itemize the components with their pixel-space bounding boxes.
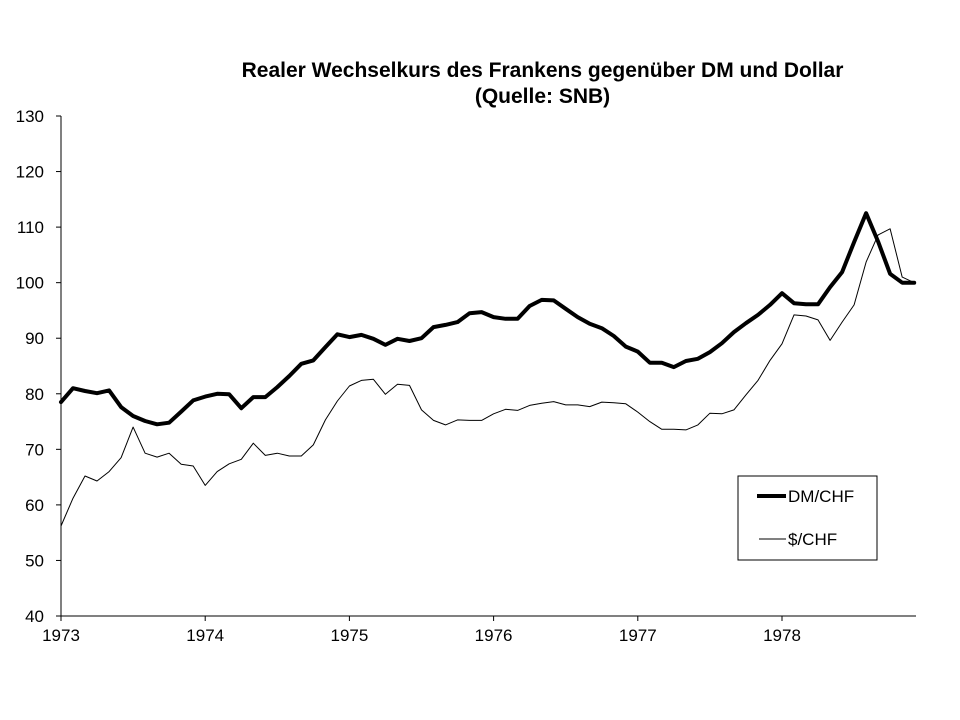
chart-title-line1: Realer Wechselkurs des Frankens gegenübe…: [241, 59, 844, 82]
legend-label-dm-chf: DM/CHF: [788, 487, 854, 506]
y-tick-label: 50: [25, 551, 44, 570]
legend-label-usd-chf: $/CHF: [788, 530, 837, 549]
y-tick-label: 110: [17, 218, 44, 237]
x-tick-label: 1975: [330, 626, 368, 645]
x-tick-label: 1978: [763, 626, 801, 645]
x-tick-label: 1976: [475, 626, 513, 645]
x-tick-label: 1974: [186, 626, 224, 645]
chart-title: Realer Wechselkurs des Frankens gegenübe…: [0, 58, 960, 110]
series-layer: [59, 211, 917, 527]
y-tick-label: 120: [16, 163, 44, 182]
y-tick-label: 60: [25, 496, 44, 515]
series-line-dmchf: [59, 211, 917, 427]
y-tick-label: 80: [25, 385, 44, 404]
y-tick-label: 130: [16, 107, 44, 126]
y-tick-label: 40: [25, 607, 44, 626]
y-axis: 40 50 60 70 80 90 100 110 120 130: [16, 107, 62, 626]
x-tick-label: 1977: [619, 626, 657, 645]
chart-subtitle: (Quelle: SNB): [474, 85, 611, 108]
y-tick-label: 70: [25, 440, 44, 459]
series-line-chf: [60, 228, 915, 527]
y-tick-label: 100: [16, 274, 44, 293]
y-tick-label: 90: [25, 329, 44, 348]
x-axis: 1973 1974 1975 1976 1977 1978: [42, 615, 916, 645]
legend-box: [737, 475, 878, 561]
legend: DM/CHF $/CHF: [737, 475, 878, 561]
x-tick-label: 1973: [42, 626, 80, 645]
